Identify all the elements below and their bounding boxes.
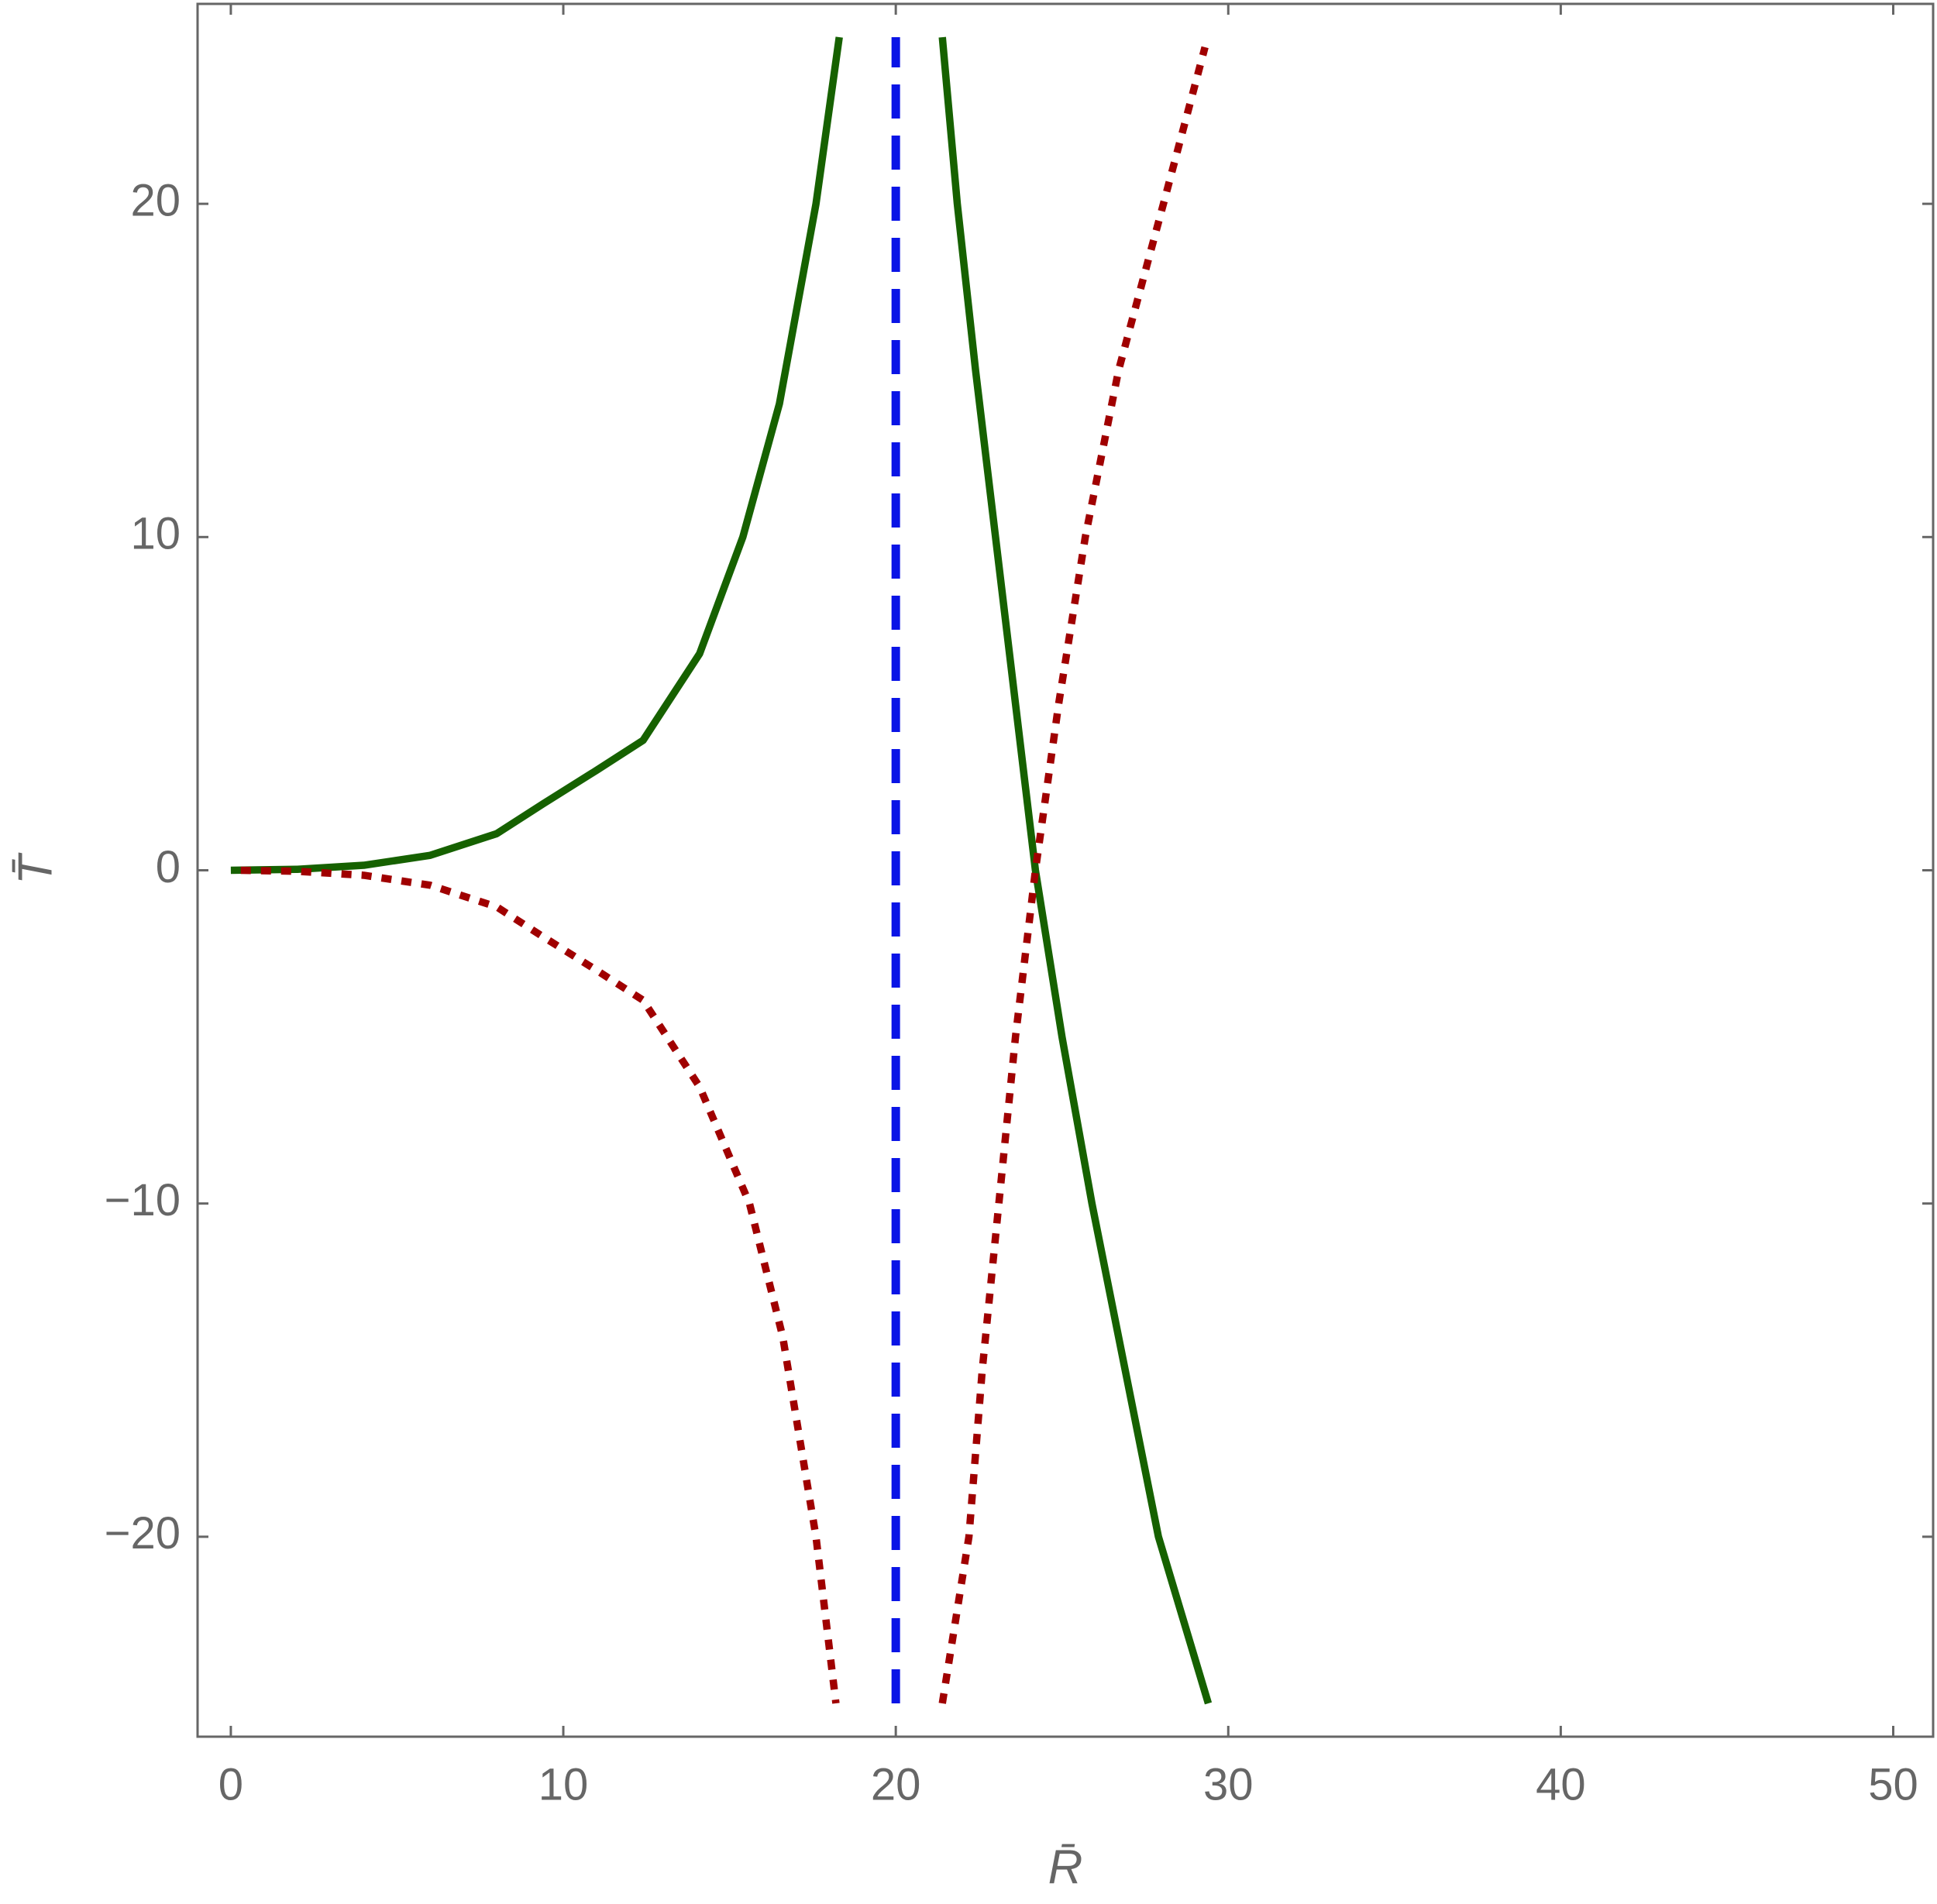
series-line bbox=[230, 36, 843, 875]
y-axis-label: T̄ bbox=[9, 852, 62, 885]
y-tick-label: 10 bbox=[130, 509, 181, 559]
y-tick-label: −20 bbox=[105, 1508, 181, 1559]
plot-frame bbox=[196, 2, 1935, 1738]
y-tick-label: 0 bbox=[156, 842, 181, 892]
x-tick-label: 40 bbox=[1536, 1759, 1586, 1809]
y-tick-label: 20 bbox=[130, 175, 181, 225]
x-tick-label: 10 bbox=[538, 1759, 589, 1809]
x-tick-label: 0 bbox=[218, 1759, 243, 1809]
x-tick-label: 30 bbox=[1203, 1759, 1254, 1809]
y-tick-label: −10 bbox=[105, 1175, 181, 1225]
series-line bbox=[938, 46, 1209, 1704]
series-line bbox=[240, 866, 840, 1704]
x-axis-label: R̄ bbox=[1048, 1840, 1083, 1894]
x-tick-label: 50 bbox=[1868, 1759, 1918, 1809]
x-tick-label: 20 bbox=[871, 1759, 921, 1809]
series-line bbox=[938, 36, 1213, 1705]
